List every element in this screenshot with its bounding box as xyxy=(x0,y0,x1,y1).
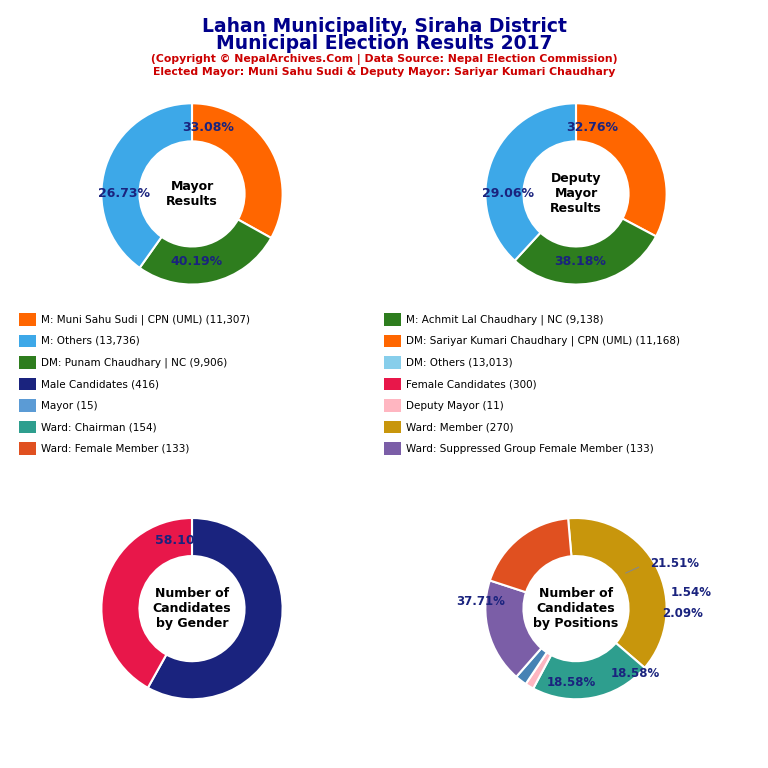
Text: DM: Sariyar Kumari Chaudhary | CPN (UML) (11,168): DM: Sariyar Kumari Chaudhary | CPN (UML)… xyxy=(406,336,680,346)
Text: 32.76%: 32.76% xyxy=(566,121,618,134)
Wedge shape xyxy=(576,104,667,237)
Text: Deputy
Mayor
Results: Deputy Mayor Results xyxy=(550,173,602,215)
Wedge shape xyxy=(515,219,656,284)
Text: Lahan Municipality, Siraha District: Lahan Municipality, Siraha District xyxy=(201,17,567,36)
Text: 18.58%: 18.58% xyxy=(611,667,660,680)
Text: 40.19%: 40.19% xyxy=(170,256,223,268)
Text: DM: Others (13,013): DM: Others (13,013) xyxy=(406,357,512,368)
Wedge shape xyxy=(533,643,644,699)
Text: Mayor
Results: Mayor Results xyxy=(166,180,218,208)
Text: Ward: Suppressed Group Female Member (133): Ward: Suppressed Group Female Member (13… xyxy=(406,443,654,454)
Wedge shape xyxy=(490,518,571,592)
Text: (Copyright © NepalArchives.Com | Data Source: Nepal Election Commission): (Copyright © NepalArchives.Com | Data So… xyxy=(151,54,617,65)
Text: 33.08%: 33.08% xyxy=(182,121,234,134)
Text: Deputy Mayor (11): Deputy Mayor (11) xyxy=(406,400,503,411)
Text: 38.18%: 38.18% xyxy=(554,256,607,268)
Text: DM: Punam Chaudhary | NC (9,906): DM: Punam Chaudhary | NC (9,906) xyxy=(41,357,227,368)
Text: Male Candidates (416): Male Candidates (416) xyxy=(41,379,159,389)
Wedge shape xyxy=(485,104,576,260)
Text: 18.58%: 18.58% xyxy=(547,677,596,690)
Wedge shape xyxy=(516,648,547,684)
Text: 58.10%: 58.10% xyxy=(155,535,207,547)
Wedge shape xyxy=(192,104,283,238)
Text: 29.06%: 29.06% xyxy=(482,187,534,200)
Wedge shape xyxy=(101,104,192,268)
Text: Ward: Member (270): Ward: Member (270) xyxy=(406,422,513,432)
Text: Municipal Election Results 2017: Municipal Election Results 2017 xyxy=(216,34,552,53)
Text: Mayor (15): Mayor (15) xyxy=(41,400,98,411)
Wedge shape xyxy=(485,581,541,677)
Text: Female Candidates (300): Female Candidates (300) xyxy=(406,379,536,389)
Text: 21.51%: 21.51% xyxy=(650,557,700,570)
Text: Number of
Candidates
by Positions: Number of Candidates by Positions xyxy=(533,588,619,630)
Text: 37.71%: 37.71% xyxy=(456,595,505,608)
Text: 2.09%: 2.09% xyxy=(662,607,703,620)
Text: Ward: Chairman (154): Ward: Chairman (154) xyxy=(41,422,157,432)
Wedge shape xyxy=(568,518,667,668)
Wedge shape xyxy=(140,220,271,284)
Text: 26.73%: 26.73% xyxy=(98,187,150,200)
Text: M: Achmit Lal Chaudhary | NC (9,138): M: Achmit Lal Chaudhary | NC (9,138) xyxy=(406,314,603,325)
Text: M: Others (13,736): M: Others (13,736) xyxy=(41,336,140,346)
Text: 1.54%: 1.54% xyxy=(671,586,712,599)
Wedge shape xyxy=(148,518,283,699)
Text: M: Muni Sahu Sudi | CPN (UML) (11,307): M: Muni Sahu Sudi | CPN (UML) (11,307) xyxy=(41,314,250,325)
Text: Number of
Candidates
by Gender: Number of Candidates by Gender xyxy=(153,588,231,630)
Text: Elected Mayor: Muni Sahu Sudi & Deputy Mayor: Sariyar Kumari Chaudhary: Elected Mayor: Muni Sahu Sudi & Deputy M… xyxy=(153,67,615,77)
Text: Ward: Female Member (133): Ward: Female Member (133) xyxy=(41,443,189,454)
Wedge shape xyxy=(101,518,192,688)
Wedge shape xyxy=(526,652,551,689)
Text: 41.90%: 41.90% xyxy=(177,670,229,683)
